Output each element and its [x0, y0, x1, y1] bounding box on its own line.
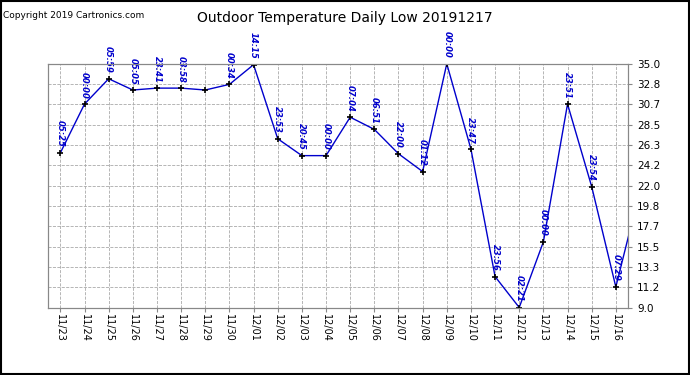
Text: 02:21: 02:21 — [515, 275, 524, 302]
Text: 04:37: 04:37 — [0, 374, 1, 375]
Text: 00:00: 00:00 — [322, 123, 331, 150]
Text: 23:41: 23:41 — [152, 56, 161, 82]
Text: 23:54: 23:54 — [587, 154, 596, 181]
Text: 07:29: 07:29 — [611, 255, 620, 281]
Text: 23:47: 23:47 — [466, 117, 475, 144]
Text: 07:04: 07:04 — [346, 85, 355, 112]
Text: 00:00: 00:00 — [80, 72, 89, 99]
Text: 06:51: 06:51 — [370, 97, 379, 124]
Text: 03:58: 03:58 — [177, 56, 186, 82]
Text: 23:53: 23:53 — [273, 106, 282, 133]
Text: Temperature  (°F): Temperature (°F) — [558, 25, 656, 35]
Text: 00:34: 00:34 — [225, 52, 234, 79]
Text: 14:15: 14:15 — [249, 32, 258, 59]
Text: 05:25: 05:25 — [56, 120, 65, 147]
Text: 22:00: 22:00 — [394, 122, 403, 148]
Text: Outdoor Temperature Daily Low 20191217: Outdoor Temperature Daily Low 20191217 — [197, 11, 493, 25]
Text: 00:00: 00:00 — [442, 32, 451, 58]
Text: 20:45: 20:45 — [297, 123, 306, 150]
Text: Copyright 2019 Cartronics.com: Copyright 2019 Cartronics.com — [3, 11, 145, 20]
Text: 01:12: 01:12 — [418, 139, 427, 166]
Text: 05:05: 05:05 — [128, 58, 137, 84]
Text: 23:56: 23:56 — [491, 244, 500, 271]
Text: 23:51: 23:51 — [563, 72, 572, 99]
Text: 00:00: 00:00 — [539, 210, 548, 236]
Text: 05:59: 05:59 — [104, 46, 113, 73]
